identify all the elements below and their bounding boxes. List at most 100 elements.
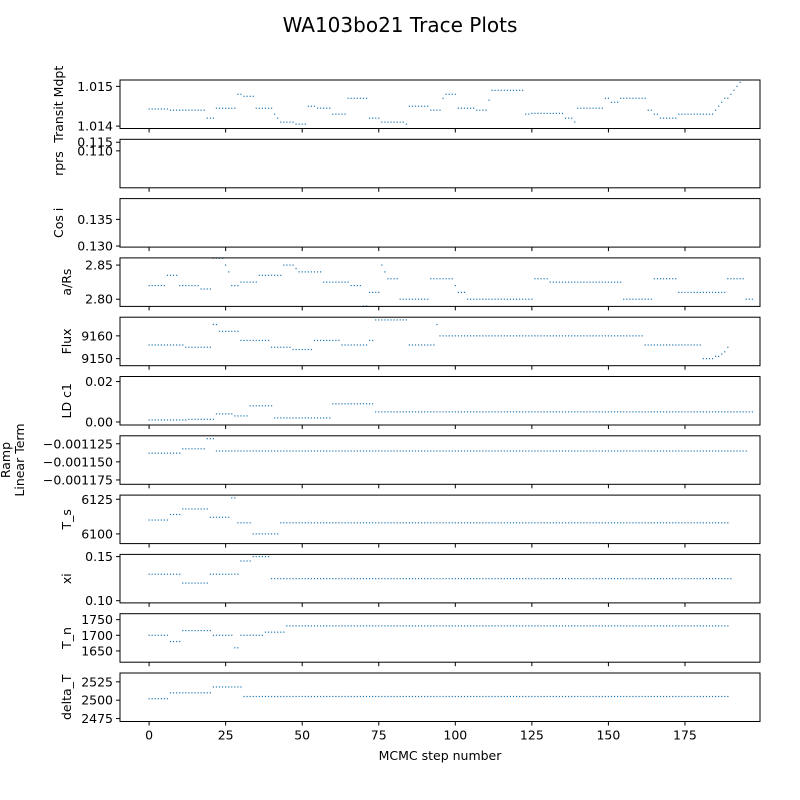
trace-point	[191, 448, 193, 450]
trace-point	[473, 411, 475, 413]
trace-point	[176, 640, 178, 643]
trace-point	[693, 113, 695, 115]
trace-point	[470, 695, 472, 698]
trace-point	[350, 522, 352, 524]
trace-point	[304, 417, 306, 419]
trace-point	[681, 411, 683, 413]
trace-point	[641, 625, 643, 627]
trace-point	[160, 519, 162, 521]
trace-point	[163, 698, 165, 700]
trace-point	[715, 695, 717, 698]
trace-point	[457, 522, 459, 524]
trace-point	[307, 271, 309, 273]
trace-point	[669, 522, 671, 524]
trace-point	[463, 107, 466, 109]
trace-point	[711, 358, 714, 360]
trace-point	[264, 533, 267, 535]
trace-point	[148, 573, 150, 575]
trace-point	[310, 348, 312, 351]
trace-point	[522, 335, 524, 337]
trace-point	[176, 692, 178, 694]
trace-point	[638, 97, 640, 99]
trace-point	[537, 522, 539, 524]
y-axis-label: xi	[59, 573, 74, 584]
trace-point	[522, 298, 524, 300]
trace-point	[537, 112, 539, 114]
trace-point	[365, 625, 368, 627]
trace-point	[197, 346, 199, 348]
trace-point	[218, 450, 221, 452]
trace-point	[200, 288, 202, 290]
trace-point	[635, 522, 637, 524]
trace-point	[626, 450, 628, 452]
trace-point	[711, 695, 714, 698]
trace-point	[549, 335, 551, 337]
trace-point	[417, 411, 420, 413]
trace-point	[485, 578, 487, 580]
trace-point	[620, 281, 622, 283]
trace-point	[408, 695, 410, 698]
trace-point	[482, 522, 484, 524]
trace-point	[610, 335, 613, 337]
trace-point	[405, 298, 407, 300]
trace-point	[699, 291, 701, 293]
trace-point	[549, 578, 551, 580]
trace-point	[384, 625, 386, 627]
trace-point	[261, 695, 263, 698]
trace-point	[509, 450, 512, 452]
trace-point	[234, 330, 236, 332]
trace-point	[509, 522, 512, 524]
trace-point	[274, 113, 276, 115]
trace-point	[231, 330, 233, 332]
trace-point	[347, 344, 349, 346]
trace-point	[365, 97, 368, 99]
trace-point	[577, 281, 579, 283]
trace-point	[592, 107, 594, 109]
trace-point	[451, 335, 453, 337]
trace-point	[338, 113, 340, 115]
y-tick-label: 2.80	[85, 292, 113, 307]
trace-point	[466, 625, 469, 627]
trace-point	[356, 450, 358, 452]
trace-point	[592, 578, 594, 580]
trace-point	[473, 578, 475, 580]
panel-frame	[119, 672, 761, 722]
trace-point	[617, 625, 619, 627]
trace-point	[375, 411, 377, 413]
trace-point	[326, 107, 328, 109]
trace-point	[549, 281, 551, 283]
trace-point	[424, 522, 426, 524]
trace-point	[607, 335, 610, 337]
trace-point	[519, 695, 521, 698]
trace-point	[172, 573, 175, 575]
trace-point	[705, 291, 708, 293]
trace-point	[650, 411, 652, 413]
trace-point	[534, 695, 536, 698]
trace-point	[512, 89, 515, 91]
trace-point	[433, 411, 435, 413]
trace-point	[666, 117, 668, 119]
trace-point	[448, 411, 450, 413]
trace-point	[460, 107, 463, 109]
trace-point	[344, 344, 346, 346]
x-tick-label: 175	[673, 728, 697, 743]
trace-point	[531, 298, 533, 300]
trace-point	[666, 625, 668, 627]
trace-point	[231, 284, 233, 287]
trace-point	[372, 291, 374, 293]
trace-point	[151, 573, 153, 575]
trace-point	[359, 522, 361, 524]
trace-point	[298, 123, 300, 125]
trace-point	[301, 578, 303, 580]
trace-point	[341, 403, 343, 405]
trace-point	[246, 281, 248, 283]
trace-point	[326, 450, 328, 452]
trace-point	[191, 418, 193, 420]
trace-point	[283, 631, 285, 633]
trace-point	[463, 335, 466, 337]
trace-point	[598, 335, 600, 337]
trace-point	[157, 573, 159, 575]
trace-point	[267, 556, 270, 558]
trace-point	[255, 405, 257, 407]
trace-point	[387, 450, 389, 452]
